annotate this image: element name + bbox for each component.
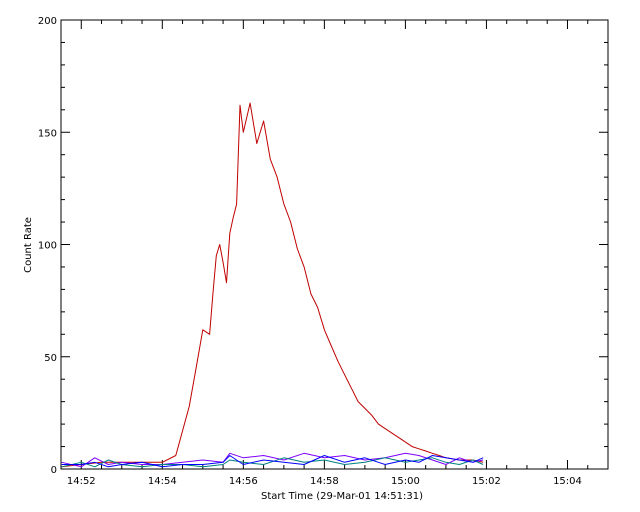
x-tick-label: 15:00 xyxy=(391,476,420,487)
x-tick-label: 14:58 xyxy=(310,476,339,487)
series-line-4 xyxy=(61,455,484,468)
x-tick-label: 15:02 xyxy=(472,476,501,487)
y-tick-label: 0 xyxy=(51,465,57,476)
y-axis-ticks: 0 50 100 150 200 xyxy=(38,16,608,476)
plot-frame xyxy=(60,19,609,470)
x-tick-label: 14:56 xyxy=(229,476,258,487)
x-tick-label: 15:04 xyxy=(553,476,582,487)
x-axis-title: Start Time (29-Mar-01 14:51:31) xyxy=(261,491,423,502)
x-tick-label: 14:52 xyxy=(67,476,96,487)
series-layer xyxy=(61,102,484,468)
y-tick-label: 200 xyxy=(38,16,57,27)
y-tick-label: 100 xyxy=(38,241,57,252)
series-line-1 xyxy=(61,102,484,468)
x-axis-ticks: 14:52 14:54 14:56 14:58 15:00 15:02 15:04 xyxy=(60,20,609,487)
x-tick-label: 14:54 xyxy=(148,476,177,487)
y-tick-label: 150 xyxy=(38,128,57,139)
y-axis-title: Count Rate xyxy=(23,217,34,273)
y-tick-label: 50 xyxy=(44,353,57,364)
series-line-2 xyxy=(61,452,484,468)
